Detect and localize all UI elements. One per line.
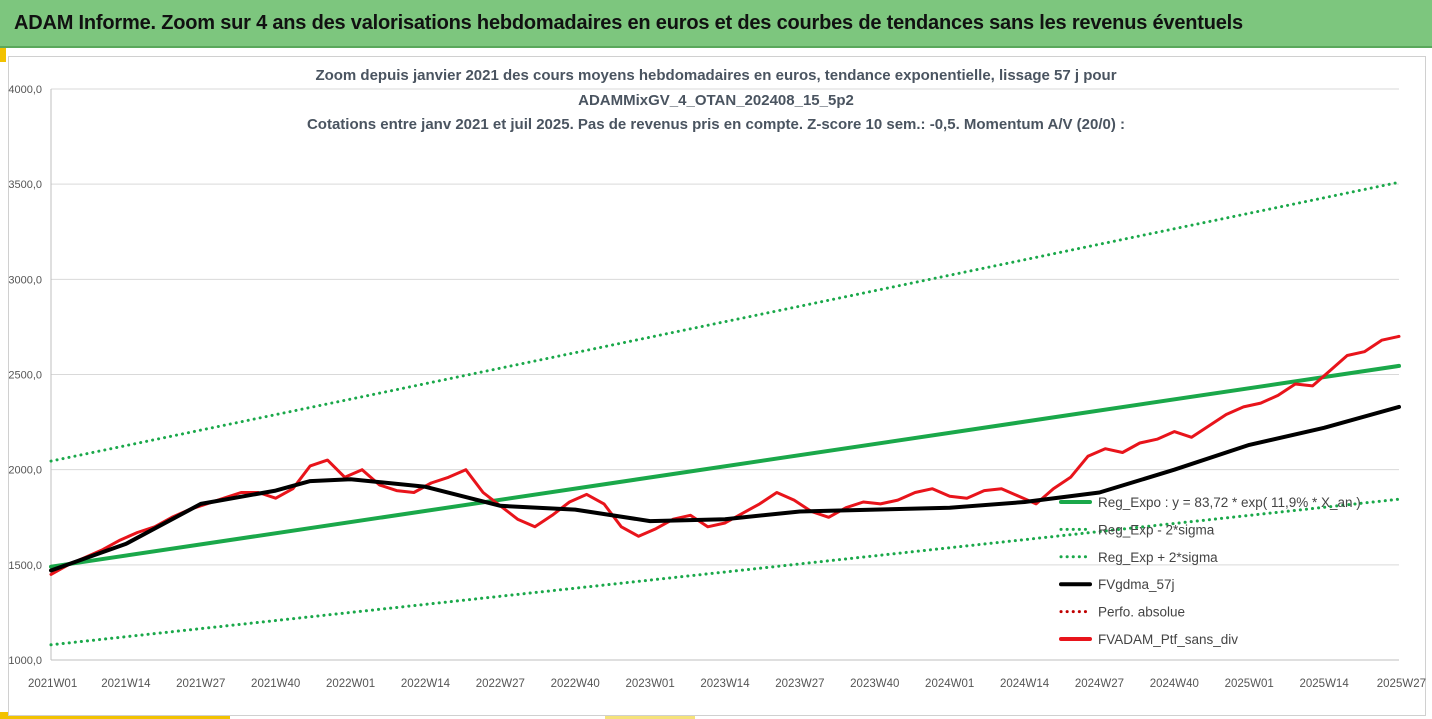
chart-series — [49, 180, 1401, 647]
y-tick-label: 2000,0 — [8, 465, 42, 477]
legend-label: Reg_Expo : y = 83,72 * exp( 11,9% * X_an… — [1098, 495, 1361, 510]
x-tick-label: 2025W27 — [1377, 678, 1426, 690]
report-title: ADAM Informe. Zoom sur 4 ans des valoris… — [14, 12, 1243, 34]
chart-title-line-2: ADAMMixGV_4_OTAN_202408_15_5p2 — [578, 91, 854, 109]
x-tick-label: 2021W01 — [28, 678, 77, 690]
x-tick-label: 2023W40 — [850, 678, 899, 690]
legend-label: Reg_Exp + 2*sigma — [1098, 550, 1218, 565]
x-tick-label: 2023W27 — [775, 678, 824, 690]
x-tick-label: 2022W01 — [326, 678, 375, 690]
chart-title-line-3: Cotations entre janv 2021 et juil 2025. … — [306, 116, 1126, 133]
report-header-banner: ADAM Informe. Zoom sur 4 ans des valoris… — [0, 0, 1432, 48]
chart-title: Zoom depuis janvier 2021 des cours moyen… — [0, 64, 1432, 138]
y-tick-label: 2500,0 — [8, 370, 42, 382]
legend-label: Reg_Exp - 2*sigma — [1098, 522, 1215, 537]
y-tick-label: 3500,0 — [8, 179, 42, 191]
y-tick-label: 3000,0 — [8, 274, 42, 286]
series-line-fvadam-ptf-sans-div — [49, 334, 1401, 576]
x-tick-label: 2021W40 — [251, 678, 300, 690]
x-tick-label: 2024W40 — [1150, 678, 1199, 690]
x-tick-label: 2021W14 — [101, 678, 151, 690]
x-tick-label: 2024W14 — [1000, 678, 1050, 690]
gridlines — [50, 88, 1399, 661]
accent-bar-bottom-mid — [605, 714, 695, 719]
x-tick-label: 2022W14 — [401, 678, 451, 690]
accent-bar-left — [0, 48, 6, 62]
x-tick-label: 2021W27 — [176, 678, 225, 690]
x-axis-ticks: 2021W01 2021W14 2021W27 2021W40 2022W01 2022W… — [28, 678, 1426, 690]
series-line-reg-exp-2-sigma — [49, 180, 1401, 463]
x-tick-label: 2023W14 — [700, 678, 750, 690]
y-tick-label: 1500,0 — [8, 560, 42, 572]
legend-label: Perfo. absolue — [1098, 605, 1185, 620]
legend-label: FVADAM_Ptf_sans_div — [1098, 632, 1238, 647]
x-tick-label: 2022W27 — [476, 678, 525, 690]
chart-legend: Reg_Expo : y = 83,72 * exp( 11,9% * X_an… — [1059, 495, 1361, 647]
x-tick-label: 2023W01 — [625, 678, 674, 690]
series-line-reg-exp-2-sigma — [49, 497, 1401, 647]
x-tick-label: 2024W01 — [925, 678, 974, 690]
y-tick-label: 4000,0 — [8, 84, 42, 96]
x-tick-label: 2024W27 — [1075, 678, 1124, 690]
legend-label: FVgdma_57j — [1098, 577, 1175, 592]
x-tick-label: 2025W14 — [1299, 678, 1349, 690]
x-tick-label: 2022W40 — [551, 678, 600, 690]
series-line-reg-expo-y-83-72-exp-11-9-x-an — [49, 363, 1401, 569]
y-axis-ticks: 1000,0 1500,0 2000,0 2500,0 3000,0 3500,0 4000… — [8, 84, 42, 667]
x-tick-label: 2025W01 — [1225, 678, 1274, 690]
series-line-fvgdma-57j — [49, 404, 1401, 573]
chart-frame — [8, 56, 1426, 716]
chart-title-line-1: Zoom depuis janvier 2021 des cours moyen… — [315, 67, 1117, 84]
y-tick-label: 1000,0 — [8, 655, 42, 667]
